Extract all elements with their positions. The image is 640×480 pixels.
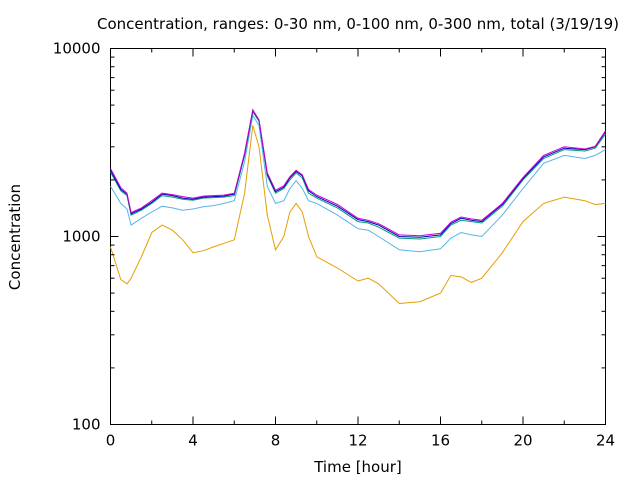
x-axis: 0 4 8 12 16 20 24 <box>106 48 615 450</box>
chart-title: Concentration, ranges: 0-30 nm, 0-100 nm… <box>97 15 619 33</box>
x-tick-label: 20 <box>513 432 532 450</box>
plot-frame <box>110 48 606 425</box>
x-tick-label: 12 <box>348 432 367 450</box>
series-line-2 <box>110 114 606 253</box>
series-line-3 <box>110 110 606 240</box>
x-tick-label: 16 <box>431 432 450 450</box>
series-line-1 <box>110 125 606 305</box>
series-line-4 <box>110 108 606 238</box>
series-line-5 <box>110 108 606 237</box>
y-tick-label: 1000 <box>62 228 100 246</box>
x-tick-label: 4 <box>188 432 198 450</box>
y-axis: 100 1000 10000 <box>53 40 606 434</box>
x-tick-label: 8 <box>271 432 281 450</box>
y-axis-title: Concentration <box>6 184 24 290</box>
y-tick-label: 100 <box>72 416 101 434</box>
series-lines <box>110 108 606 305</box>
x-axis-title: Time [hour] <box>313 458 402 476</box>
y-tick-label: 10000 <box>53 40 101 58</box>
x-tick-label: 0 <box>106 432 116 450</box>
x-tick-label: 24 <box>596 432 615 450</box>
